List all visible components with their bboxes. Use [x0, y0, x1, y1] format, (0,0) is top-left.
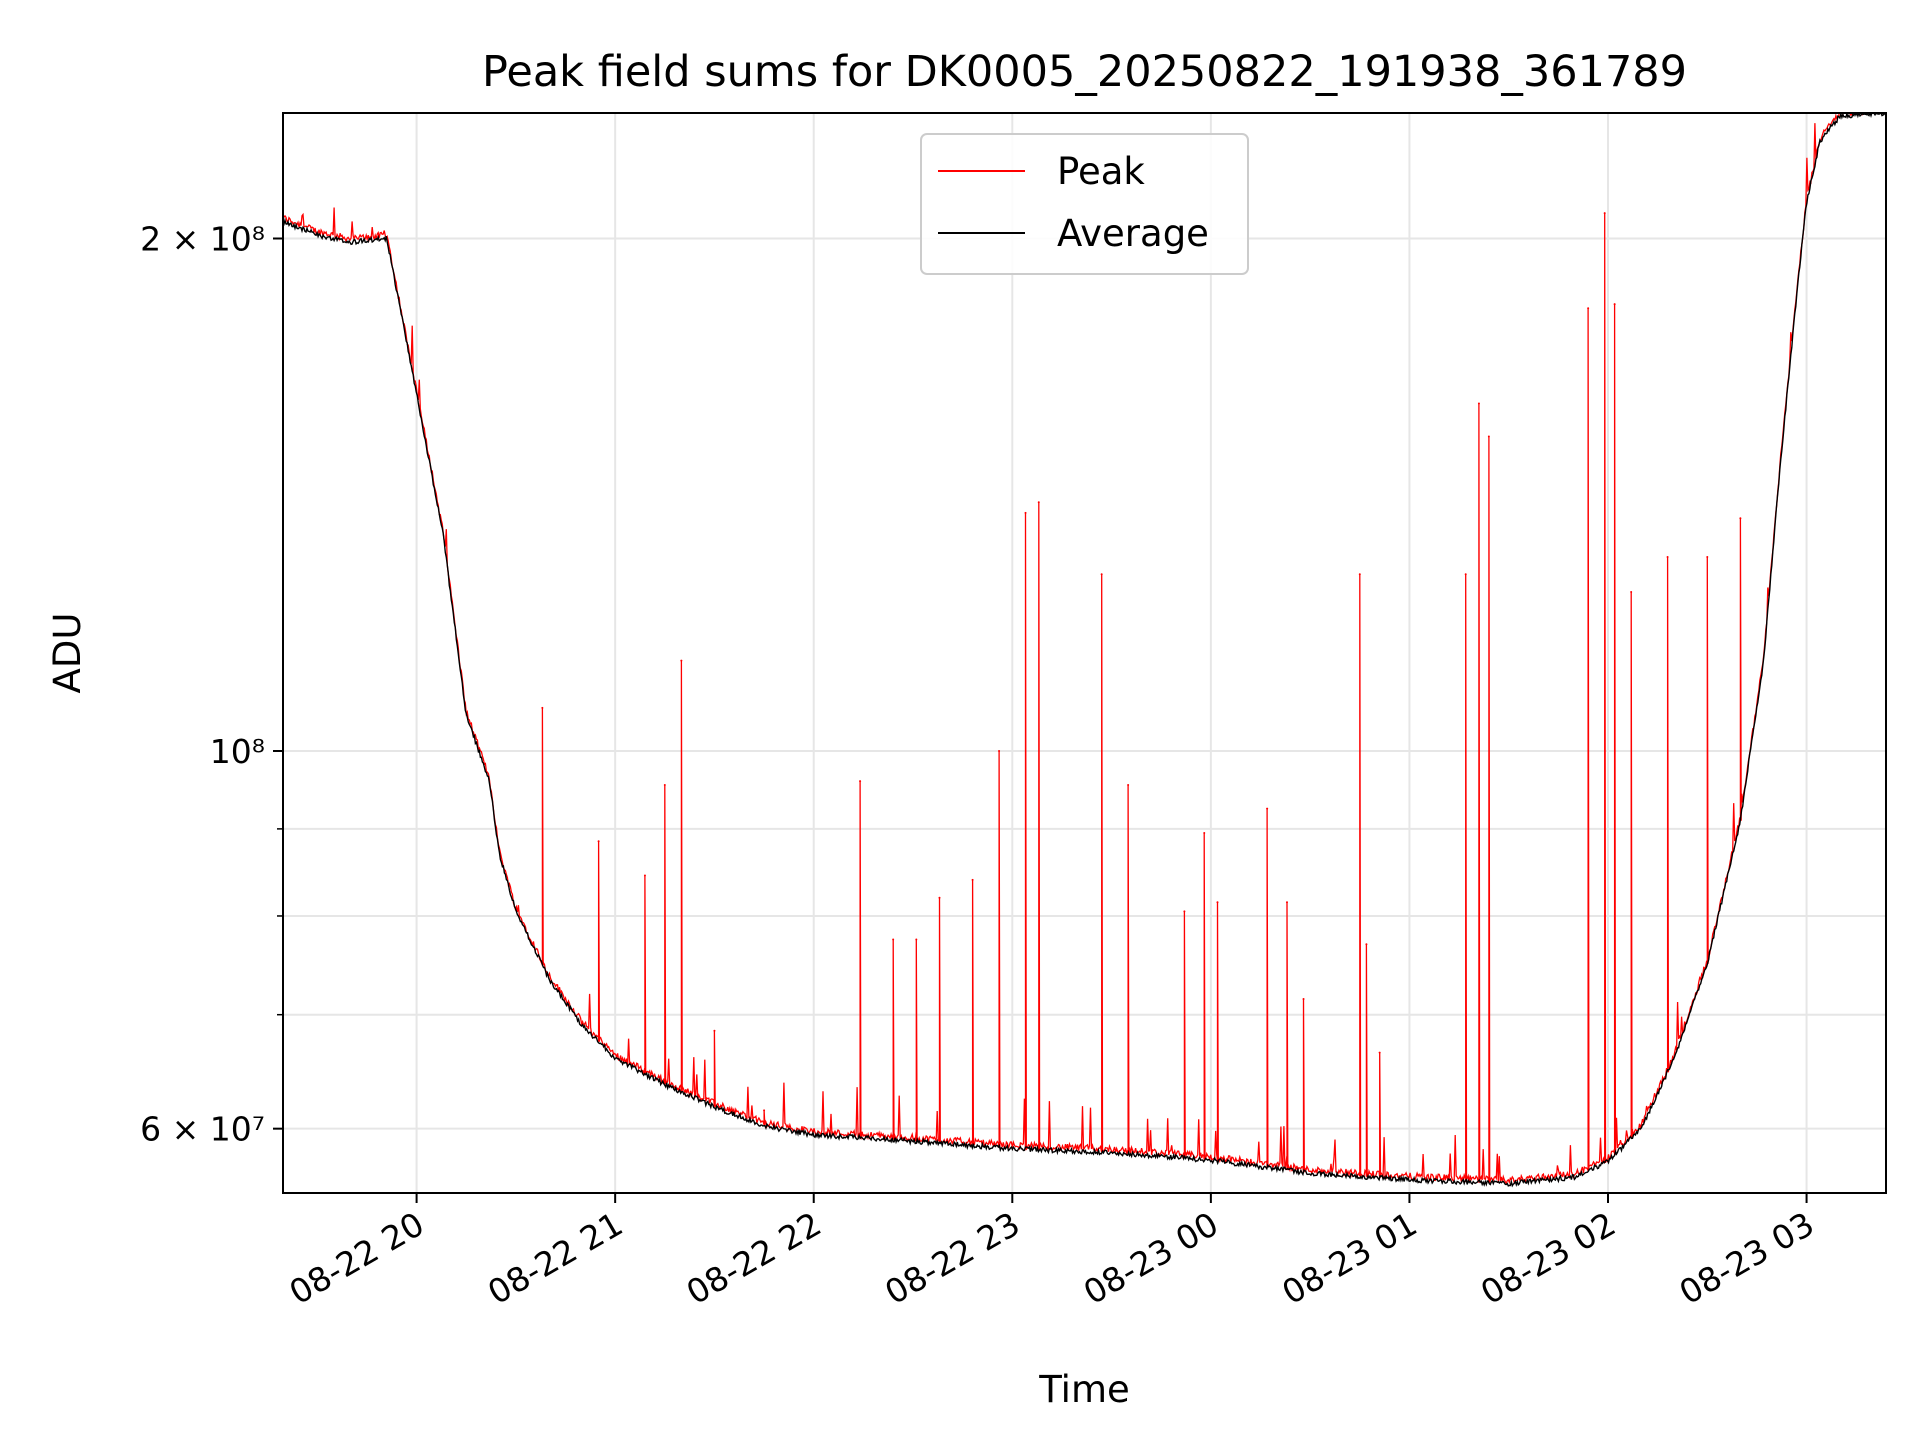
peak-spike-point — [1302, 998, 1305, 1001]
peak-spike-point — [1285, 901, 1288, 904]
legend-average-label: Average — [1057, 212, 1209, 255]
peak-spike-point — [1603, 212, 1606, 215]
peak-spike-point — [541, 706, 544, 709]
peak-spike-point — [1266, 807, 1269, 810]
y-tick-label: 2 × 10⁸ — [140, 220, 265, 259]
series-peak-line — [283, 113, 1876, 1185]
peak-spike-point — [680, 659, 683, 662]
peak-spike-point — [998, 749, 1001, 752]
peak-spike-point — [713, 1029, 716, 1032]
y-tick-label: 10⁸ — [210, 732, 265, 771]
peak-spike-point — [859, 780, 862, 783]
peak-spike-point — [663, 784, 666, 787]
peak-spike-point — [1365, 943, 1368, 946]
peak-spike-point — [1358, 573, 1361, 576]
peak-spike-point — [915, 938, 918, 941]
peak-spike-point — [971, 878, 974, 881]
peak-spike-point — [1037, 501, 1040, 504]
legend-box — [920, 133, 1249, 275]
peak-spike-point — [1183, 910, 1186, 913]
plot-series — [283, 113, 1886, 1188]
peak-spike-point — [1587, 307, 1590, 310]
peak-spike-point — [938, 896, 941, 899]
peak-spike-point — [892, 938, 895, 941]
peak-spike-point — [1378, 1051, 1381, 1054]
peak-spike-point — [1739, 517, 1742, 520]
peak-spike-point — [1613, 303, 1616, 306]
peak-spike-point — [1100, 573, 1103, 576]
series-average-line — [283, 113, 1886, 1188]
y-axis-label: ADU — [46, 613, 89, 694]
peak-spike-point — [643, 874, 646, 877]
peak-spike-point — [1203, 832, 1206, 835]
x-axis-label: Time — [1038, 1368, 1130, 1411]
peak-spike-point — [1630, 590, 1633, 593]
peak-spike-point — [1127, 784, 1130, 787]
peak-spike-point — [1706, 556, 1709, 559]
legend: Peak Average — [920, 133, 1249, 275]
peak-spike-point — [1024, 511, 1027, 514]
peak-spike-point — [1464, 573, 1467, 576]
y-tick-label: 6 × 10⁷ — [140, 1110, 265, 1149]
peak-spike-point — [1216, 901, 1219, 904]
peak-spike-point — [1666, 556, 1669, 559]
peak-spike-point — [597, 840, 600, 843]
peak-spike-point — [1477, 402, 1480, 405]
plot-frame — [282, 112, 1887, 1194]
chart-title: Peak field sums for DK0005_20250822_1919… — [482, 47, 1687, 97]
peak-spike-point — [1487, 435, 1490, 438]
peak-spike-point — [763, 1109, 766, 1112]
legend-peak-label: Peak — [1057, 150, 1145, 193]
